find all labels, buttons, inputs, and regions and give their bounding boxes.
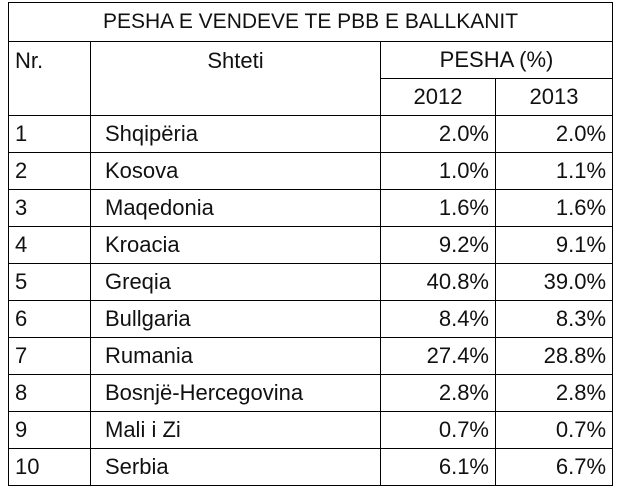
row-number: 6 bbox=[8, 300, 91, 338]
data-row: 10 Serbia 6.1% 6.7% bbox=[8, 448, 614, 486]
row-number: 4 bbox=[8, 226, 91, 264]
country-name: Maqedonia bbox=[90, 189, 381, 227]
data-row: 8 Bosnjë-Hercegovina 2.8% 2.8% bbox=[8, 374, 614, 412]
table: PESHA E VENDEVE TE PBB E BALLKANIT Nr. S… bbox=[7, 2, 614, 486]
row-number: 7 bbox=[8, 337, 91, 375]
header-year-row: 2012 2013 bbox=[9, 78, 614, 116]
share-value: 6.1% bbox=[380, 448, 496, 486]
country-name: Greqia bbox=[90, 263, 381, 301]
data-row: 6 Bullgaria 8.4% 8.3% bbox=[8, 300, 614, 338]
share-value: 40.8% bbox=[380, 263, 496, 301]
header-year: 2013 bbox=[494, 78, 614, 116]
row-number: 1 bbox=[8, 115, 91, 153]
data-row: 5 Greqia 40.8% 39.0% bbox=[8, 263, 614, 301]
share-value: 1.6% bbox=[380, 189, 496, 227]
header-nr: Nr. bbox=[8, 41, 91, 116]
share-value: 9.2% bbox=[380, 226, 496, 264]
share-value: 6.7% bbox=[494, 448, 614, 486]
country-name: Rumania bbox=[90, 337, 381, 375]
share-value: 8.4% bbox=[380, 300, 496, 338]
share-value: 9.1% bbox=[494, 226, 614, 264]
title-row: PESHA E VENDEVE TE PBB E BALLKANIT bbox=[7, 2, 614, 42]
country-name: Bullgaria bbox=[90, 300, 381, 338]
header-country: Shteti bbox=[90, 41, 381, 116]
share-value: 1.0% bbox=[380, 152, 496, 190]
country-name: Kosova bbox=[90, 152, 381, 190]
share-value: 2.8% bbox=[380, 374, 496, 412]
data-row: 2 Kosova 1.0% 1.1% bbox=[8, 152, 614, 190]
data-row: 7 Rumania 27.4% 28.8% bbox=[8, 337, 614, 375]
country-name: Kroacia bbox=[90, 226, 381, 264]
share-value: 28.8% bbox=[494, 337, 614, 375]
country-name: Serbia bbox=[90, 448, 381, 486]
row-number: 5 bbox=[8, 263, 91, 301]
header-year: 2012 bbox=[380, 78, 496, 116]
share-value: 2.8% bbox=[494, 374, 614, 412]
row-number: 2 bbox=[8, 152, 91, 190]
row-number: 3 bbox=[8, 189, 91, 227]
row-number: 8 bbox=[8, 374, 91, 412]
share-value: 27.4% bbox=[380, 337, 496, 375]
data-row: 3 Maqedonia 1.6% 1.6% bbox=[8, 189, 614, 227]
country-name: Shqipëria bbox=[90, 115, 381, 153]
table-body: PESHA E VENDEVE TE PBB E BALLKANIT Nr. S… bbox=[7, 2, 614, 486]
table-title: PESHA E VENDEVE TE PBB E BALLKANIT bbox=[7, 2, 614, 42]
share-value: 1.6% bbox=[494, 189, 614, 227]
data-row: 1 Shqipëria 2.0% 2.0% bbox=[8, 115, 614, 153]
row-number: 10 bbox=[8, 448, 91, 486]
country-name: Bosnjë-Hercegovina bbox=[90, 374, 381, 412]
country-name: Mali i Zi bbox=[90, 411, 381, 449]
share-value: 8.3% bbox=[494, 300, 614, 338]
header-row: Nr. Shteti PESHA (%) bbox=[8, 41, 614, 116]
share-value: 2.0% bbox=[494, 115, 614, 153]
share-value: 2.0% bbox=[380, 115, 496, 153]
share-value: 0.7% bbox=[380, 411, 496, 449]
data-row: 9 Mali i Zi 0.7% 0.7% bbox=[8, 411, 614, 449]
share-value: 0.7% bbox=[494, 411, 614, 449]
row-number: 9 bbox=[8, 411, 91, 449]
data-row: 4 Kroacia 9.2% 9.1% bbox=[8, 226, 614, 264]
share-value: 1.1% bbox=[494, 152, 614, 190]
header-share: PESHA (%) bbox=[379, 41, 614, 79]
share-value: 39.0% bbox=[494, 263, 614, 301]
